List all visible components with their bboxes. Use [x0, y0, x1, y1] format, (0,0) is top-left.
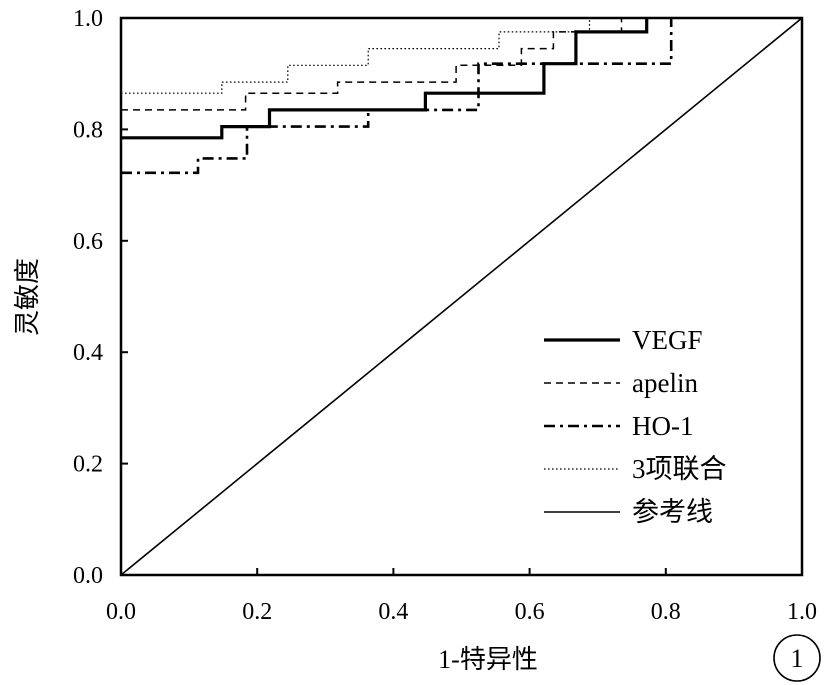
roc-curves — [120, 17, 803, 576]
y-tick-label: 0.8 — [73, 117, 103, 143]
legend-label: apelin — [632, 368, 698, 398]
legend-label: 3项联合 — [632, 454, 727, 484]
x-tick-label: 1.0 — [787, 599, 817, 625]
series-line-apelin — [121, 18, 623, 111]
x-tick-label: 0.0 — [106, 599, 136, 625]
y-tick-label: 0.0 — [73, 563, 103, 589]
y-axis-label: 灵敏度 — [13, 258, 42, 336]
series-line-3项联合 — [121, 18, 591, 94]
legend-label: VEGF — [632, 325, 703, 355]
x-axis: 0.0 0.2 0.4 0.6 0.8 1.0 — [106, 568, 817, 625]
y-tick-label: 0.6 — [73, 229, 103, 255]
legend-label: 参考线 — [632, 497, 713, 527]
x-tick-label: 0.8 — [651, 599, 681, 625]
series-line-HO-1 — [121, 18, 673, 175]
y-tick-label: 0.4 — [73, 340, 103, 366]
series-line-VEGF — [121, 18, 649, 140]
panel-label: 1 — [791, 644, 804, 673]
panel-label-circle — [773, 634, 821, 682]
x-axis-label: 1-特异性 — [438, 645, 538, 674]
x-tick-label: 0.2 — [242, 599, 272, 625]
series-line-参考线 — [120, 17, 803, 576]
y-axis: 0.0 0.2 0.4 0.6 0.8 1.0 — [73, 6, 128, 589]
plot-frame — [119, 16, 804, 577]
y-tick-label: 0.2 — [73, 452, 103, 478]
x-tick-label: 0.4 — [378, 599, 408, 625]
legend-label: HO-1 — [632, 411, 694, 441]
y-tick-label: 1.0 — [73, 6, 103, 32]
x-tick-label: 0.6 — [515, 599, 545, 625]
